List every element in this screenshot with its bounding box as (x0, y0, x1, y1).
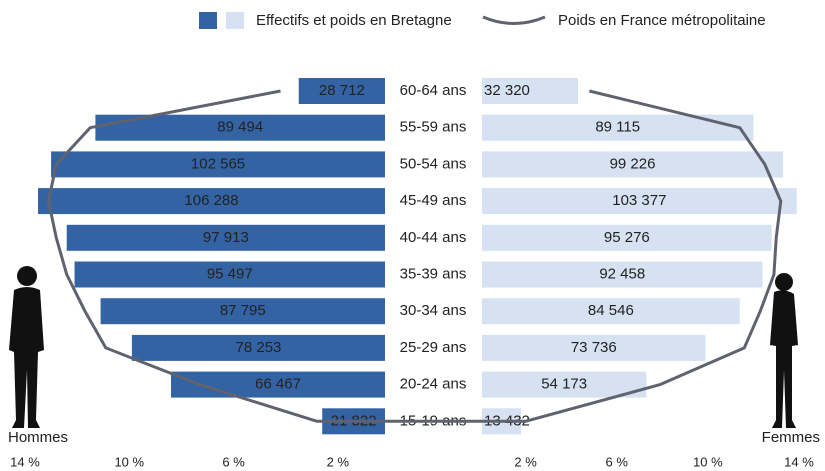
value-label: 99 226 (610, 155, 656, 172)
bar (131, 334, 385, 361)
x-tick-label: 14 % (10, 454, 40, 469)
bar (482, 78, 578, 104)
value-label: 106 288 (184, 192, 238, 209)
bar (482, 151, 784, 178)
value-label: 73 736 (571, 339, 617, 356)
age-label: 30-34 ans (400, 302, 467, 319)
bar (482, 261, 763, 288)
woman-silhouette (770, 273, 798, 428)
value-label: 66 467 (255, 376, 301, 393)
age-label: 40-44 ans (400, 229, 467, 246)
bar (66, 224, 385, 251)
x-tick-label: 2 % (327, 454, 350, 469)
bar (74, 261, 386, 288)
bar (482, 188, 797, 215)
x-tick-label: 10 % (693, 454, 723, 469)
age-label: 20-24 ans (400, 376, 467, 393)
value-label: 89 494 (217, 119, 263, 136)
value-label: 95 276 (604, 229, 650, 246)
value-label: 87 795 (220, 302, 266, 319)
age-label: 50-54 ans (400, 155, 467, 172)
bar (100, 298, 385, 325)
value-label: 97 913 (203, 229, 249, 246)
bar (95, 114, 386, 141)
france-line (46, 89, 783, 423)
age-label: 60-64 ans (400, 82, 467, 99)
value-label: 102 565 (191, 155, 245, 172)
bar (51, 151, 385, 178)
age-label: 25-29 ans (400, 339, 467, 356)
bar (482, 298, 740, 325)
age-label: 35-39 ans (400, 265, 467, 282)
x-tick-label: 14 % (784, 454, 814, 469)
value-label: 84 546 (588, 302, 634, 319)
legend-swatch (199, 12, 217, 29)
x-tick-label: 2 % (514, 454, 537, 469)
side-label: Femmes (762, 429, 820, 446)
value-label: 95 497 (207, 265, 253, 282)
legend-label: Poids en France métropolitaine (558, 12, 766, 29)
value-label: 32 320 (484, 82, 530, 99)
side-label: Hommes (8, 429, 68, 446)
value-label: 78 253 (236, 339, 282, 356)
x-tick-label: 10 % (114, 454, 144, 469)
man-silhouette (9, 266, 44, 428)
value-label: 89 115 (595, 119, 640, 136)
value-label: 54 173 (541, 376, 587, 393)
legend-swatch (226, 12, 244, 29)
bar (482, 224, 772, 251)
bar (482, 371, 647, 398)
value-label: 92 458 (599, 265, 645, 282)
bar (38, 188, 386, 215)
bar (298, 78, 385, 104)
value-label: 103 377 (612, 192, 666, 209)
bar (482, 334, 706, 361)
legend-label: Effectifs et poids en Bretagne (256, 12, 452, 29)
age-label: 55-59 ans (400, 119, 467, 136)
bar (171, 371, 385, 398)
value-label: 28 712 (319, 82, 365, 99)
age-label: 45-49 ans (400, 192, 467, 209)
x-tick-label: 6 % (222, 454, 245, 469)
x-tick-label: 6 % (606, 454, 629, 469)
legend-line (482, 15, 546, 25)
